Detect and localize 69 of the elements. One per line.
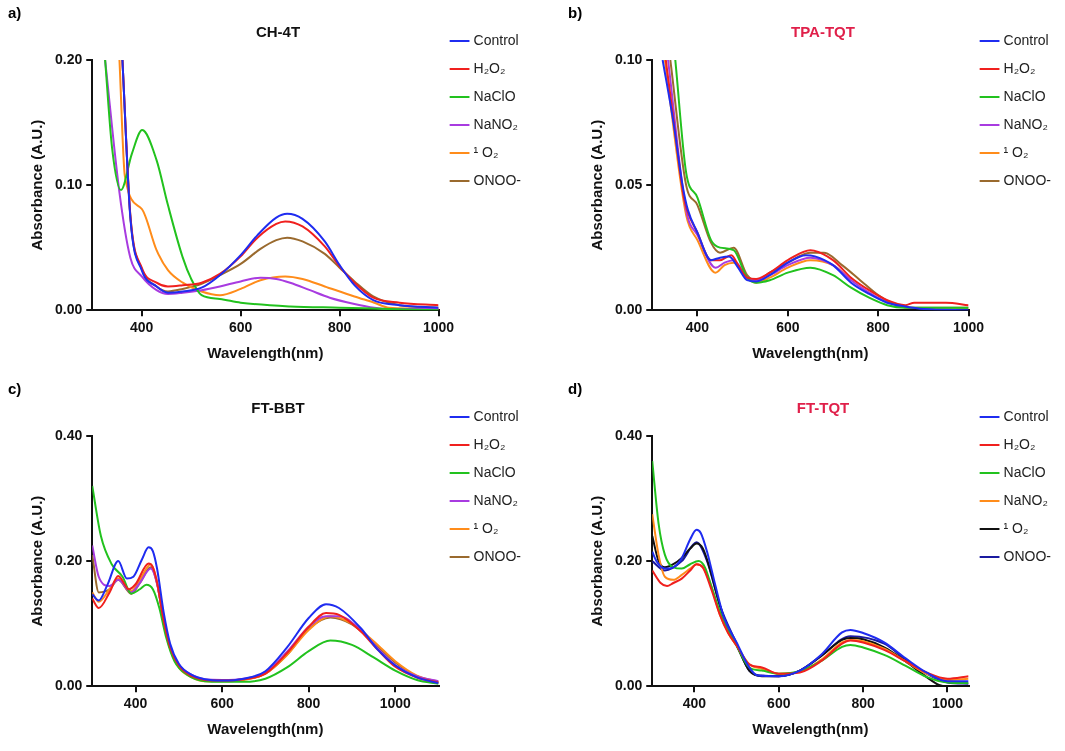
y-tick-label: 0.10 — [615, 50, 643, 67]
chart-title: FT-TQT — [796, 399, 850, 417]
legend-label: NaClO — [1003, 87, 1046, 104]
x-tick-label: 800 — [866, 319, 891, 336]
legend-label: NaNO₂ — [1003, 491, 1048, 508]
legend-label: Control — [1003, 31, 1049, 48]
x-tick-label: 800 — [851, 695, 876, 712]
y-axis-title: Absorbance (A.U.) — [28, 495, 46, 627]
x-tick-label: 400 — [682, 695, 707, 712]
x-tick-label: 400 — [130, 319, 154, 336]
x-tick-label: 600 — [228, 319, 253, 336]
legend-label: ONOO- — [473, 171, 522, 188]
y-tick-label: 0.40 — [55, 426, 83, 443]
x-tick-label: 1000 — [379, 695, 412, 712]
x-tick-label: 800 — [297, 695, 321, 712]
legend-label: ONOO- — [473, 547, 522, 564]
legend-label: H₂O₂ — [473, 435, 506, 452]
text: a) — [8, 4, 22, 21]
y-tick-label: 0.20 — [55, 50, 83, 67]
legend-label: ¹ O₂ — [1003, 143, 1029, 160]
text: b) — [568, 4, 583, 21]
y-axis-title: Absorbance (A.U.) — [28, 119, 46, 251]
legend-label: H₂O₂ — [473, 59, 506, 76]
legend-label: H₂O₂ — [1003, 59, 1036, 76]
y-tick-label: 0.40 — [615, 426, 643, 443]
legend-label: NaClO — [473, 463, 516, 480]
legend-label: ONOO- — [1003, 547, 1052, 564]
legend-label: ONOO- — [1003, 171, 1052, 188]
y-tick-label: 0.00 — [615, 677, 643, 694]
legend-label: Control — [1003, 407, 1049, 424]
y-axis-title: Absorbance (A.U.) — [588, 495, 606, 627]
legend-label: NaClO — [473, 87, 516, 104]
x-tick-label: 1000 — [952, 319, 985, 336]
x-axis-title: Wavelength(nm) — [752, 344, 869, 362]
chart-title: TPA-TQT — [791, 23, 855, 41]
x-tick-label: 400 — [123, 695, 148, 712]
x-tick-label: 600 — [767, 695, 791, 712]
y-tick-label: 0.00 — [55, 677, 83, 694]
legend-label: NaNO₂ — [473, 115, 518, 132]
chart-title: CH-4T — [255, 23, 301, 41]
text: c) — [8, 380, 22, 397]
legend-label: NaNO₂ — [473, 491, 518, 508]
x-axis-title: Wavelength(nm) — [207, 344, 324, 362]
y-tick-label: 0.20 — [55, 551, 83, 568]
legend-label: Control — [473, 407, 519, 424]
y-tick-label: 0.00 — [615, 301, 643, 318]
legend-label: H₂O₂ — [1003, 435, 1036, 452]
text: d) — [568, 380, 583, 397]
x-axis-title: Wavelength(nm) — [207, 720, 324, 738]
legend-label: ¹ O₂ — [1003, 519, 1029, 536]
x-axis-title: Wavelength(nm) — [752, 720, 869, 738]
y-tick-label: 0.05 — [615, 175, 643, 192]
y-tick-label: 0.10 — [55, 175, 83, 192]
legend-label: ¹ O₂ — [473, 519, 499, 536]
chart-title: FT-BBT — [251, 399, 305, 417]
x-tick-label: 800 — [327, 319, 352, 336]
x-tick-label: 1000 — [422, 319, 455, 336]
y-axis-title: Absorbance (A.U.) — [588, 119, 606, 251]
y-tick-label: 0.20 — [615, 551, 643, 568]
x-tick-label: 1000 — [931, 695, 964, 712]
legend-label: NaClO — [1003, 463, 1046, 480]
x-tick-label: 400 — [685, 319, 710, 336]
line-series — [652, 563, 969, 680]
x-tick-label: 600 — [776, 319, 800, 336]
x-tick-label: 600 — [210, 695, 235, 712]
legend-label: NaNO₂ — [1003, 115, 1048, 132]
legend-label: Control — [473, 31, 519, 48]
y-tick-label: 0.00 — [55, 301, 83, 318]
legend-label: ¹ O₂ — [473, 143, 499, 160]
